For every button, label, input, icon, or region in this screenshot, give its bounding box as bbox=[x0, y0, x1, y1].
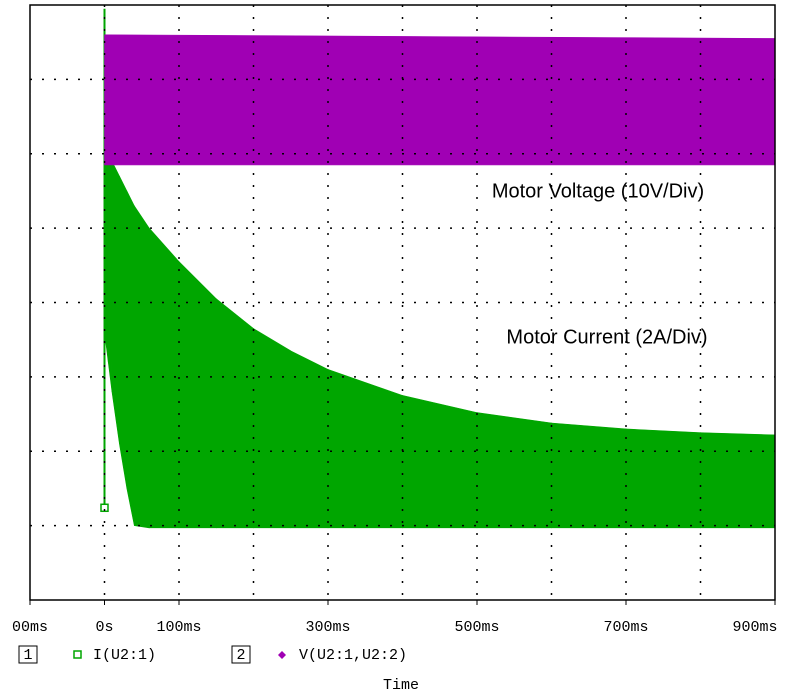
legend-index-box bbox=[231, 645, 251, 664]
x-tick-label: 900ms bbox=[732, 619, 777, 636]
signal-band bbox=[327, 369, 403, 529]
legend-label: V(U2:1,U2:2) bbox=[299, 647, 407, 664]
x-axis-label: Time bbox=[383, 677, 419, 694]
signal-band bbox=[148, 227, 180, 529]
x-tick-label: 0s bbox=[95, 619, 113, 636]
x-tick-label: 00ms bbox=[12, 619, 48, 636]
legend-index: 2 bbox=[236, 647, 245, 664]
marker bbox=[100, 503, 109, 513]
plot: 00ms 0s 100ms 300ms 500ms 700ms 900ms bbox=[12, 4, 778, 636]
x-tick-label: 300ms bbox=[305, 619, 350, 636]
signal-band bbox=[119, 175, 128, 489]
signal-band bbox=[104, 34, 776, 166]
x-tick-label: 500ms bbox=[454, 619, 499, 636]
signal-band bbox=[290, 350, 329, 529]
signal-band bbox=[253, 328, 292, 529]
signal-band bbox=[551, 422, 627, 529]
signal-band bbox=[700, 432, 776, 529]
signal-band bbox=[476, 412, 552, 529]
legend-label: I(U2:1) bbox=[93, 647, 156, 664]
annotation: Motor Voltage (10V/Div) bbox=[492, 180, 704, 202]
signal-band bbox=[215, 298, 254, 529]
legend-index: 1 bbox=[23, 647, 32, 664]
signal-band bbox=[178, 260, 217, 529]
plot-frame bbox=[29, 4, 776, 601]
x-tick-label: 100ms bbox=[156, 619, 201, 636]
signal-band bbox=[134, 204, 150, 529]
signal-band bbox=[402, 395, 478, 529]
signal-band bbox=[126, 190, 135, 526]
signal-band bbox=[107, 156, 113, 392]
legend-symbol bbox=[278, 651, 286, 659]
signal-band bbox=[625, 428, 701, 529]
legend-index-box bbox=[18, 645, 38, 664]
x-tick-label: 700ms bbox=[603, 619, 648, 636]
legend-symbol bbox=[73, 650, 82, 659]
annotation: Motor Current (2A/Div) bbox=[506, 326, 707, 348]
